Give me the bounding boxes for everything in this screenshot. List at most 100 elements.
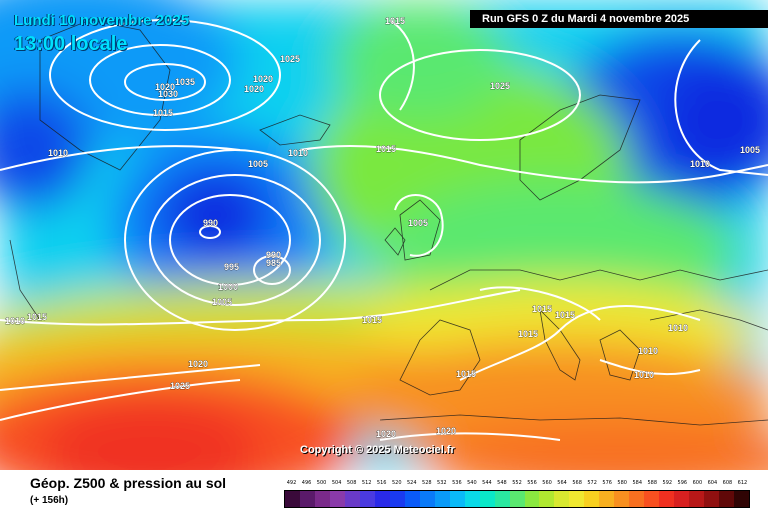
- scale-value-label: 512: [361, 480, 372, 486]
- pressure-label: 1015: [362, 315, 382, 325]
- forecast-time: 13:00 locale: [14, 33, 128, 55]
- run-info-banner: Run GFS 0 Z du Mardi 4 novembre 2025: [470, 10, 768, 28]
- pressure-label: 1000: [218, 282, 238, 292]
- scale-value-label: 596: [677, 480, 688, 486]
- scale-value-label: 552: [512, 480, 522, 486]
- scale-color-swatch: [509, 491, 525, 507]
- color-scale-labels: 492 496 500 504 508 512 516 520 524 528 532 536 540 5…: [284, 478, 750, 488]
- scale-value-label: 532: [437, 480, 447, 486]
- pressure-label: 1015: [153, 108, 173, 118]
- scale-color-swatch: [389, 491, 405, 507]
- pressure-label: 1020: [244, 84, 264, 94]
- pressure-label: 1005: [248, 159, 268, 169]
- scale-color-swatch: [285, 491, 300, 507]
- pressure-label: 1025: [280, 54, 300, 64]
- scale-value-label: 492: [286, 480, 297, 486]
- scale-value-label: 600: [692, 480, 703, 486]
- pressure-label: 990: [266, 250, 281, 260]
- forecast-date: Lundi 10 novembre 2025: [14, 12, 190, 29]
- scale-color-swatch: [644, 491, 660, 507]
- scale-color-swatch: [584, 491, 600, 507]
- scale-color-swatch: [404, 491, 420, 507]
- scale-value-label: 612: [737, 480, 748, 486]
- pressure-label: 1010: [638, 346, 658, 356]
- scale-value-label: 528: [422, 480, 432, 486]
- pressure-label: 1005: [740, 145, 760, 155]
- scale-value-label: 504: [331, 480, 342, 486]
- scale-color-swatch: [629, 491, 645, 507]
- pressure-label: 1020: [253, 74, 273, 84]
- scale-value-label: 564: [557, 480, 567, 486]
- scale-value-label: 560: [542, 480, 552, 486]
- scale-color-swatch: [464, 491, 480, 507]
- pressure-labels: 1015 1020 1035 1030 1025 1020 1020 1025 …: [5, 16, 761, 440]
- scale-value-label: 516: [376, 480, 387, 486]
- scale-color-swatch: [434, 491, 450, 507]
- scale-value-label: 496: [301, 480, 312, 486]
- scale-color-swatch: [329, 491, 345, 507]
- scale-color-swatch: [659, 491, 675, 507]
- scale-value-label: 508: [346, 480, 357, 486]
- scale-value-label: 604: [707, 480, 718, 486]
- scale-value-label: 556: [527, 480, 537, 486]
- coastlines: [9, 19, 768, 426]
- scale-color-swatch: [599, 491, 615, 507]
- scale-color-swatch: [539, 491, 555, 507]
- scale-color-swatch: [689, 491, 705, 507]
- scale-color-swatch: [554, 491, 570, 507]
- pressure-label: 1025: [490, 81, 510, 91]
- scale-value-label: 544: [482, 480, 492, 486]
- scale-color-swatch: [674, 491, 690, 507]
- pressure-label: 1010: [668, 323, 688, 333]
- pressure-label: 1015: [518, 329, 538, 339]
- scale-color-swatch: [374, 491, 390, 507]
- scale-color-swatch: [719, 491, 735, 507]
- scale-color-swatch: [344, 491, 360, 507]
- scale-color-swatch: [449, 491, 465, 507]
- scale-color-swatch: [299, 491, 315, 507]
- pressure-label: 1030: [158, 89, 178, 99]
- pressure-label: 1015: [376, 144, 396, 154]
- scale-value-label: 524: [406, 480, 417, 486]
- scale-value-label: 584: [632, 480, 642, 486]
- geopotential-field: [0, 0, 768, 470]
- scale-value-label: 588: [647, 480, 658, 486]
- pressure-label: 995: [224, 262, 239, 272]
- pressure-label: 1005: [212, 297, 232, 307]
- scale-color-swatch: [569, 491, 585, 507]
- scale-color-swatch: [614, 491, 630, 507]
- pressure-label: 1015: [385, 16, 405, 26]
- copyright-notice: Copyright © 2025 Meteociel.fr: [300, 444, 455, 456]
- scale-value-label: 580: [617, 480, 627, 486]
- scale-color-swatch: [704, 491, 720, 507]
- scale-value-label: 592: [662, 480, 673, 486]
- scale-value-label: 576: [602, 480, 612, 486]
- pressure-label: 1020: [376, 429, 396, 439]
- color-scale-swatches: [284, 490, 750, 508]
- pressure-label: 1015: [456, 369, 476, 379]
- pressure-label: 1025: [170, 381, 190, 391]
- scale-color-swatch: [734, 491, 750, 507]
- pressure-label: 1010: [634, 370, 654, 380]
- pressure-label: 1015: [555, 310, 575, 320]
- pressure-label: 1015: [532, 304, 552, 314]
- scale-color-swatch: [419, 491, 435, 507]
- scale-color-swatch: [479, 491, 495, 507]
- scale-value-label: 500: [316, 480, 327, 486]
- scale-value-label: 548: [497, 480, 507, 486]
- pressure-label: 1020: [155, 82, 175, 92]
- legend-title: Géop. Z500 & pression au sol: [30, 475, 227, 491]
- scale-value-label: 568: [572, 480, 582, 486]
- pressure-label: 1010: [5, 316, 25, 326]
- weather-map: 1015 1020 1035 1030 1025 1020 1020 1025 …: [0, 0, 768, 470]
- pressure-label: 1020: [436, 426, 456, 436]
- legend-panel: Géop. Z500 & pression au sol (+ 156h) 49…: [0, 470, 768, 512]
- map-canvas: 1015 1020 1035 1030 1025 1020 1020 1025 …: [0, 0, 768, 470]
- pressure-label: 1020: [188, 359, 208, 369]
- color-scale: 492 496 500 504 508 512 516 520 524 528 532 536 540 5…: [284, 478, 750, 508]
- scale-color-swatch: [359, 491, 375, 507]
- scale-value-label: 540: [467, 480, 477, 486]
- pressure-label: 1005: [408, 218, 428, 228]
- scale-color-swatch: [524, 491, 540, 507]
- pressure-label: 1015: [27, 312, 47, 322]
